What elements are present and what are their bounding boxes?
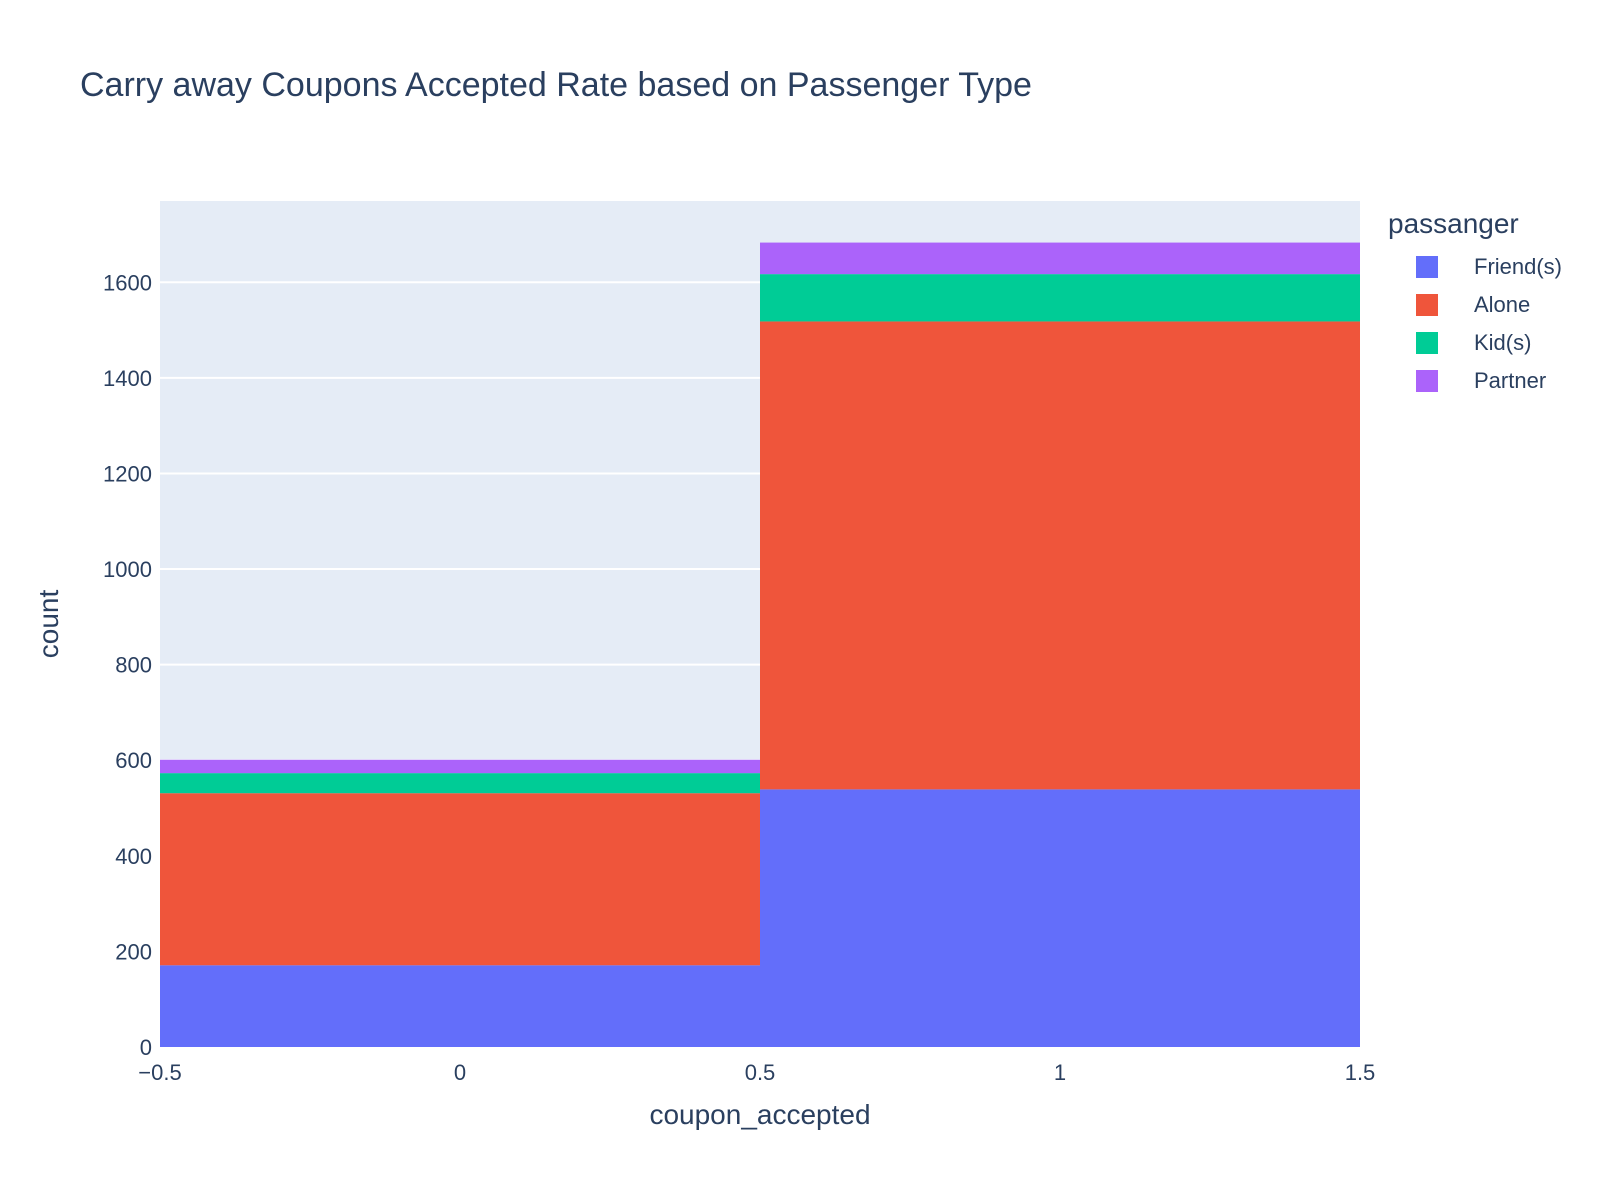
bar-stack bbox=[160, 242, 1360, 1047]
bar-segment bbox=[160, 759, 760, 774]
y-tick-label: 1400 bbox=[103, 366, 152, 391]
chart-title: Carry away Coupons Accepted Rate based o… bbox=[80, 66, 1032, 104]
legend-label: Friend(s) bbox=[1474, 254, 1563, 279]
y-tick-label: 1600 bbox=[103, 270, 152, 295]
legend-swatch bbox=[1416, 332, 1438, 354]
y-tick-label: 800 bbox=[115, 653, 152, 678]
x-tick-label: 1 bbox=[1054, 1060, 1066, 1085]
legend-item[interactable]: Partner bbox=[1388, 362, 1562, 400]
bar-segment bbox=[160, 965, 760, 1047]
bar-segment bbox=[760, 274, 1360, 322]
y-tick-label: 1200 bbox=[103, 461, 152, 486]
y-tick-label: 600 bbox=[115, 748, 152, 773]
legend-swatch bbox=[1416, 294, 1438, 316]
y-tick-label: 1000 bbox=[103, 557, 152, 582]
bar-segment bbox=[160, 773, 760, 794]
x-tick-label: 0 bbox=[454, 1060, 466, 1085]
x-tick-label: 1.5 bbox=[1345, 1060, 1376, 1085]
x-axis-ticks: −0.5 0 0.5 1 1.5 bbox=[138, 1060, 1375, 1085]
y-tick-label: 200 bbox=[115, 939, 152, 964]
legend-label: Partner bbox=[1474, 368, 1547, 393]
y-axis-title: count bbox=[33, 590, 64, 659]
y-tick-label: 0 bbox=[140, 1035, 152, 1060]
legend-swatch bbox=[1416, 256, 1438, 278]
bar-segment bbox=[760, 321, 1360, 790]
legend-items: Friend(s) Alone Kid(s) Partner bbox=[1388, 248, 1562, 400]
bar-segment bbox=[160, 793, 760, 966]
x-axis-title: coupon_accepted bbox=[649, 1099, 870, 1130]
x-tick-label: −0.5 bbox=[138, 1060, 181, 1085]
bar-segment bbox=[760, 789, 1360, 1047]
legend-label: Alone bbox=[1474, 292, 1531, 317]
legend: passanger Friend(s) Alone Kid(s) Partner bbox=[1388, 208, 1562, 400]
legend-item[interactable]: Kid(s) bbox=[1388, 324, 1562, 362]
bar-segment bbox=[760, 242, 1360, 275]
legend-item[interactable]: Friend(s) bbox=[1388, 248, 1562, 286]
y-tick-label: 400 bbox=[115, 844, 152, 869]
legend-title: passanger bbox=[1388, 208, 1519, 239]
y-axis-ticks: 0 200 400 600 800 1000 1200 1400 1600 bbox=[103, 270, 152, 1060]
legend-item[interactable]: Alone bbox=[1388, 286, 1562, 324]
legend-label: Kid(s) bbox=[1474, 330, 1532, 355]
x-tick-label: 0.5 bbox=[745, 1060, 776, 1085]
legend-swatch bbox=[1416, 370, 1438, 392]
